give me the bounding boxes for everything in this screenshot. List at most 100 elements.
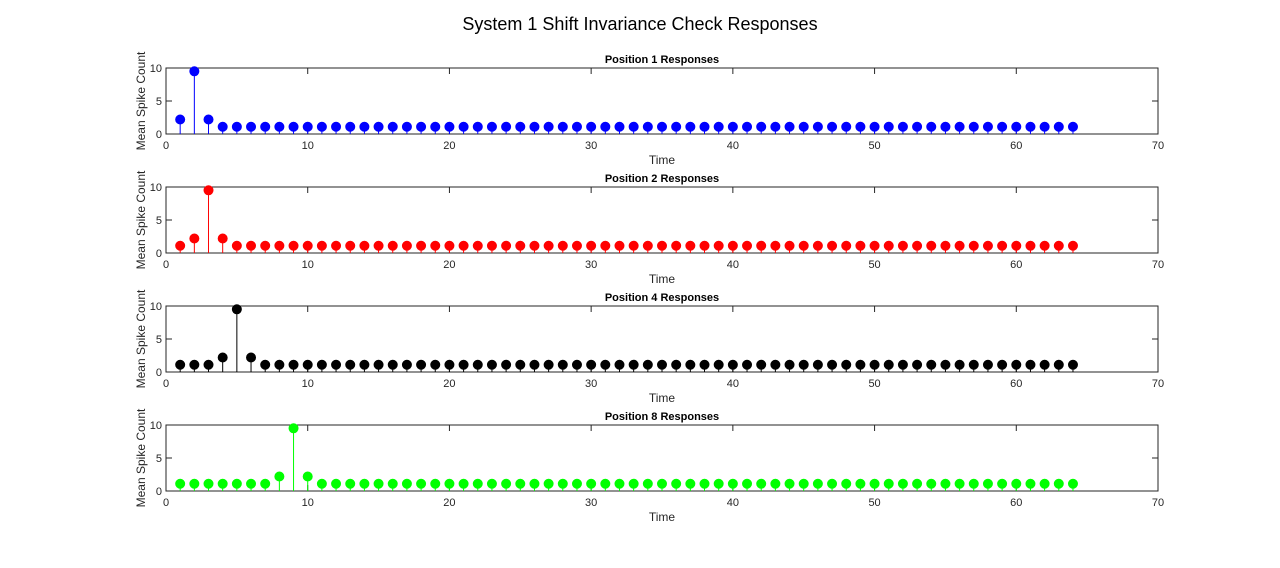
stem-marker (557, 240, 568, 251)
stem-marker (331, 121, 342, 132)
stem-marker (642, 240, 653, 251)
stem-marker (458, 121, 469, 132)
stem-marker (571, 240, 582, 251)
stem-marker (699, 478, 710, 489)
stem-marker (827, 478, 838, 489)
stem-marker (217, 233, 228, 244)
stem-marker (373, 240, 384, 251)
stem-marker (1011, 121, 1022, 132)
stem-marker (529, 121, 540, 132)
stem-marker (1025, 359, 1036, 370)
stem-marker (416, 478, 427, 489)
stem-marker (968, 121, 979, 132)
x-tick-label: 70 (1152, 378, 1164, 390)
stem-marker (515, 359, 526, 370)
stem-marker (458, 478, 469, 489)
stem-marker (798, 240, 809, 251)
stem-marker (458, 240, 469, 251)
stem-marker (416, 121, 427, 132)
stem-marker (430, 478, 441, 489)
stem-marker (1053, 359, 1064, 370)
stem-marker (727, 121, 738, 132)
stem-marker (331, 478, 342, 489)
y-tick-label: 10 (150, 182, 162, 194)
stem-marker (841, 121, 852, 132)
stem-marker (288, 359, 299, 370)
y-tick-label: 5 (156, 453, 162, 465)
stem-marker (671, 478, 682, 489)
stem-marker (798, 478, 809, 489)
stem-marker (685, 478, 696, 489)
stem-marker (217, 478, 228, 489)
stem-marker (345, 478, 356, 489)
stem-marker (586, 121, 597, 132)
stem-marker (982, 478, 993, 489)
stem-marker (628, 359, 639, 370)
stem-marker (671, 359, 682, 370)
stem-marker (997, 478, 1008, 489)
stem-marker (784, 478, 795, 489)
stem-marker (770, 478, 781, 489)
stem-marker (529, 240, 540, 251)
stem-marker (359, 121, 370, 132)
stem-marker (288, 240, 299, 251)
stem-marker (586, 478, 597, 489)
stem-marker (260, 478, 271, 489)
x-tick-label: 10 (302, 378, 314, 390)
stem-marker (316, 121, 327, 132)
stem-marker (742, 359, 753, 370)
x-tick-label: 30 (585, 378, 597, 390)
x-tick-label: 20 (443, 378, 455, 390)
stem-marker (444, 121, 455, 132)
subplot-3: 0 10 20 30 40 50 60 70 0 5 10 Position 4 Responses T… (134, 289, 1164, 405)
stem-marker (557, 121, 568, 132)
stem-marker (430, 359, 441, 370)
stem-marker (926, 121, 937, 132)
stem-marker (855, 478, 866, 489)
stem-marker (175, 240, 186, 251)
stem-marker (671, 121, 682, 132)
stem-marker (1025, 121, 1036, 132)
subplot-title: Position 8 Responses (605, 411, 719, 423)
stem-marker (1039, 121, 1050, 132)
x-tick-label: 50 (868, 259, 880, 271)
stem-marker (912, 478, 923, 489)
stem-marker (997, 121, 1008, 132)
subplot-2: 0 10 20 30 40 50 60 70 0 5 10 Position 2 Responses T… (134, 170, 1164, 286)
stem-marker (841, 240, 852, 251)
stem-marker (897, 240, 908, 251)
stem-marker (189, 478, 200, 489)
stem-marker (274, 359, 285, 370)
stem-marker (642, 121, 653, 132)
stem-marker (175, 478, 186, 489)
stem-marker (628, 121, 639, 132)
x-axis-label: Time (649, 510, 676, 524)
stem-marker (246, 352, 257, 363)
stem-marker (685, 359, 696, 370)
y-tick-label: 5 (156, 215, 162, 227)
y-tick-label: 5 (156, 334, 162, 346)
stem-marker (571, 478, 582, 489)
stem-marker (1025, 240, 1036, 251)
stem-marker (401, 478, 412, 489)
stem-marker (912, 359, 923, 370)
stem-marker (359, 478, 370, 489)
y-axis-label: Mean Spike Count (134, 51, 148, 150)
x-tick-label: 40 (727, 259, 739, 271)
stem-marker (331, 240, 342, 251)
stem-marker (486, 478, 497, 489)
stem-marker (430, 121, 441, 132)
stem-marker (302, 471, 313, 482)
stem-marker (1067, 121, 1078, 132)
stem-marker (614, 478, 625, 489)
x-tick-label: 60 (1010, 140, 1022, 152)
subplot-title: Position 1 Responses (605, 54, 719, 66)
stem-marker (756, 121, 767, 132)
stem-marker (557, 478, 568, 489)
stem-marker (175, 114, 186, 125)
stem-marker (345, 121, 356, 132)
stem-marker (628, 478, 639, 489)
x-tick-label: 0 (163, 497, 169, 509)
stem-marker (1067, 478, 1078, 489)
x-tick-label: 60 (1010, 497, 1022, 509)
